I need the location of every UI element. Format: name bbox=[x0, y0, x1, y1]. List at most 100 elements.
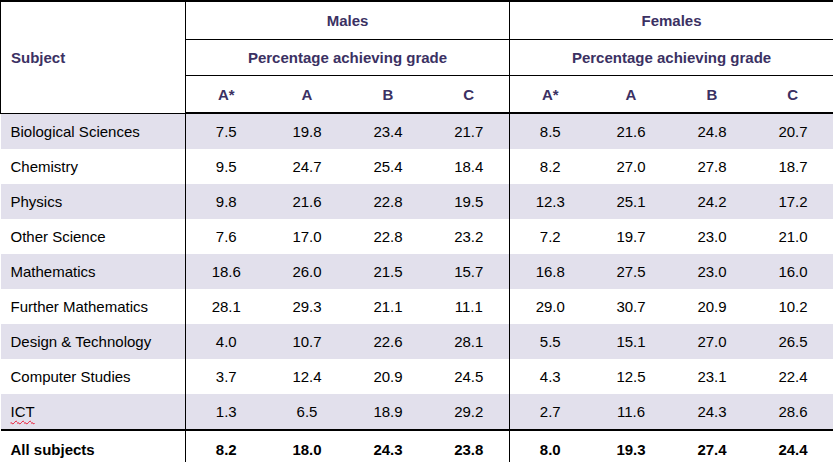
subject-cell: Biological Sciences bbox=[1, 113, 186, 149]
grade-value-cell: 15.1 bbox=[591, 324, 672, 359]
grade-value-cell: 4.3 bbox=[510, 359, 591, 394]
grade-value-cell: 27.0 bbox=[591, 149, 672, 184]
grade-value-cell: 28.1 bbox=[429, 324, 510, 359]
grade-value-cell: 12.5 bbox=[591, 359, 672, 394]
grade-value-cell: 18.9 bbox=[348, 394, 429, 430]
subject-cell: ICT bbox=[1, 394, 186, 430]
grade-value-cell: 22.8 bbox=[348, 184, 429, 219]
grade-value-cell: 6.5 bbox=[267, 394, 348, 430]
grade-value-cell: 12.3 bbox=[510, 184, 591, 219]
grade-value-cell: 4.0 bbox=[186, 324, 267, 359]
grade-value-cell: 21.6 bbox=[591, 113, 672, 149]
grade-value-cell: 7.6 bbox=[186, 219, 267, 254]
grade-value-cell: 26.5 bbox=[753, 324, 833, 359]
totals-label-cell: All subjects bbox=[1, 430, 186, 462]
grade-value-cell: 8.0 bbox=[510, 430, 591, 462]
header-row-groups: Subject Males Females bbox=[1, 1, 833, 40]
grade-value-cell: 24.2 bbox=[672, 184, 753, 219]
grade-value-cell: 27.8 bbox=[672, 149, 753, 184]
grade-value-cell: 7.5 bbox=[186, 113, 267, 149]
grade-value-cell: 26.0 bbox=[267, 254, 348, 289]
females-grade-header-b: B bbox=[672, 76, 753, 114]
grade-value-cell: 19.7 bbox=[591, 219, 672, 254]
females-subheader: Percentage achieving grade bbox=[510, 40, 833, 76]
grade-value-cell: 22.6 bbox=[348, 324, 429, 359]
grade-value-cell: 17.0 bbox=[267, 219, 348, 254]
grade-value-cell: 23.1 bbox=[672, 359, 753, 394]
grade-value-cell: 30.7 bbox=[591, 289, 672, 324]
grade-value-cell: 10.2 bbox=[753, 289, 833, 324]
grade-value-cell: 16.8 bbox=[510, 254, 591, 289]
table-row: Design & Technology 4.0 10.7 22.6 28.1 5… bbox=[1, 324, 833, 359]
grade-value-cell: 23.8 bbox=[429, 430, 510, 462]
grade-value-cell: 18.0 bbox=[267, 430, 348, 462]
grade-value-cell: 20.7 bbox=[753, 113, 833, 149]
grade-value-cell: 22.4 bbox=[753, 359, 833, 394]
males-grade-header-c: C bbox=[429, 76, 510, 114]
grade-value-cell: 22.8 bbox=[348, 219, 429, 254]
males-grade-header-b: B bbox=[348, 76, 429, 114]
grade-value-cell: 3.7 bbox=[186, 359, 267, 394]
females-grade-header-astar: A* bbox=[510, 76, 591, 114]
grade-value-cell: 24.3 bbox=[672, 394, 753, 430]
subject-cell: Design & Technology bbox=[1, 324, 186, 359]
subject-cell: Computer Studies bbox=[1, 359, 186, 394]
grade-value-cell: 24.5 bbox=[429, 359, 510, 394]
grade-value-cell: 27.4 bbox=[672, 430, 753, 462]
grade-value-cell: 25.1 bbox=[591, 184, 672, 219]
subject-column-header: Subject bbox=[1, 1, 186, 113]
grade-value-cell: 24.4 bbox=[753, 430, 833, 462]
grade-value-cell: 8.5 bbox=[510, 113, 591, 149]
grade-value-cell: 17.2 bbox=[753, 184, 833, 219]
grade-value-cell: 15.7 bbox=[429, 254, 510, 289]
grade-value-cell: 23.2 bbox=[429, 219, 510, 254]
grade-value-cell: 8.2 bbox=[186, 430, 267, 462]
grade-value-cell: 21.0 bbox=[753, 219, 833, 254]
subject-cell: Physics bbox=[1, 184, 186, 219]
subject-cell: Chemistry bbox=[1, 149, 186, 184]
grade-value-cell: 29.0 bbox=[510, 289, 591, 324]
table-row: Computer Studies 3.7 12.4 20.9 24.5 4.3 … bbox=[1, 359, 833, 394]
grade-value-cell: 27.0 bbox=[672, 324, 753, 359]
grade-value-cell: 12.4 bbox=[267, 359, 348, 394]
grade-value-cell: 11.6 bbox=[591, 394, 672, 430]
subject-cell: Further Mathematics bbox=[1, 289, 186, 324]
grade-value-cell: 24.8 bbox=[672, 113, 753, 149]
grade-value-cell: 27.5 bbox=[591, 254, 672, 289]
females-group-header: Females bbox=[510, 1, 833, 40]
grade-value-cell: 23.4 bbox=[348, 113, 429, 149]
grade-value-cell: 21.6 bbox=[267, 184, 348, 219]
grade-value-cell: 18.6 bbox=[186, 254, 267, 289]
grade-value-cell: 18.4 bbox=[429, 149, 510, 184]
table-row: Physics 9.8 21.6 22.8 19.5 12.3 25.1 24.… bbox=[1, 184, 833, 219]
table-row: Chemistry 9.5 24.7 25.4 18.4 8.2 27.0 27… bbox=[1, 149, 833, 184]
grade-value-cell: 23.0 bbox=[672, 254, 753, 289]
females-grade-header-c: C bbox=[753, 76, 833, 114]
grade-value-cell: 18.7 bbox=[753, 149, 833, 184]
females-grade-header-a: A bbox=[591, 76, 672, 114]
grade-value-cell: 9.5 bbox=[186, 149, 267, 184]
grade-value-cell: 7.2 bbox=[510, 219, 591, 254]
males-grade-header-a: A bbox=[267, 76, 348, 114]
table-row: Biological Sciences 7.5 19.8 23.4 21.7 8… bbox=[1, 113, 833, 149]
grade-value-cell: 19.5 bbox=[429, 184, 510, 219]
grade-value-cell: 24.7 bbox=[267, 149, 348, 184]
grade-value-cell: 5.5 bbox=[510, 324, 591, 359]
subject-cell: Mathematics bbox=[1, 254, 186, 289]
grade-value-cell: 25.4 bbox=[348, 149, 429, 184]
grade-value-cell: 11.1 bbox=[429, 289, 510, 324]
grade-value-cell: 20.9 bbox=[348, 359, 429, 394]
grade-value-cell: 19.8 bbox=[267, 113, 348, 149]
grade-value-cell: 21.1 bbox=[348, 289, 429, 324]
misspelled-subject-text: ICT bbox=[11, 403, 35, 420]
males-subheader: Percentage achieving grade bbox=[186, 40, 510, 76]
grade-value-cell: 29.2 bbox=[429, 394, 510, 430]
table-row: Mathematics 18.6 26.0 21.5 15.7 16.8 27.… bbox=[1, 254, 833, 289]
males-grade-header-astar: A* bbox=[186, 76, 267, 114]
grade-value-cell: 19.3 bbox=[591, 430, 672, 462]
grade-value-cell: 2.7 bbox=[510, 394, 591, 430]
grade-value-cell: 28.1 bbox=[186, 289, 267, 324]
subject-cell: Other Science bbox=[1, 219, 186, 254]
grade-value-cell: 1.3 bbox=[186, 394, 267, 430]
grade-value-cell: 20.9 bbox=[672, 289, 753, 324]
